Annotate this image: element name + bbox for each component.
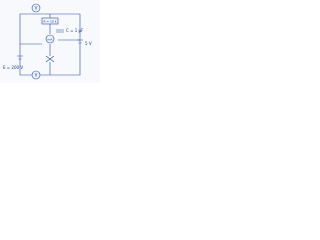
meter-top-label: V	[35, 5, 38, 10]
capacitor	[56, 29, 64, 33]
meter-bottom-label: V	[35, 72, 38, 77]
meter-top	[31, 3, 41, 13]
source-right-label: 5 V	[85, 41, 92, 46]
meter-bottom	[31, 70, 41, 80]
battery-right	[77, 39, 83, 44]
outer-loop	[19, 13, 81, 76]
resistor-label: R = 10 k	[43, 19, 56, 23]
transistor	[45, 55, 55, 75]
source-left-label: E = 200 V	[3, 65, 23, 70]
meter-mid-label: mA	[48, 37, 54, 41]
battery-left	[17, 55, 23, 60]
capacitor-label: C = 1 µF	[66, 28, 84, 33]
circuit-diagram: V R = 10 k C = 1 µF mA 5 V E = 200 V V	[0, 0, 100, 83]
resistor-top	[41, 17, 59, 25]
meter-mid	[45, 34, 55, 44]
